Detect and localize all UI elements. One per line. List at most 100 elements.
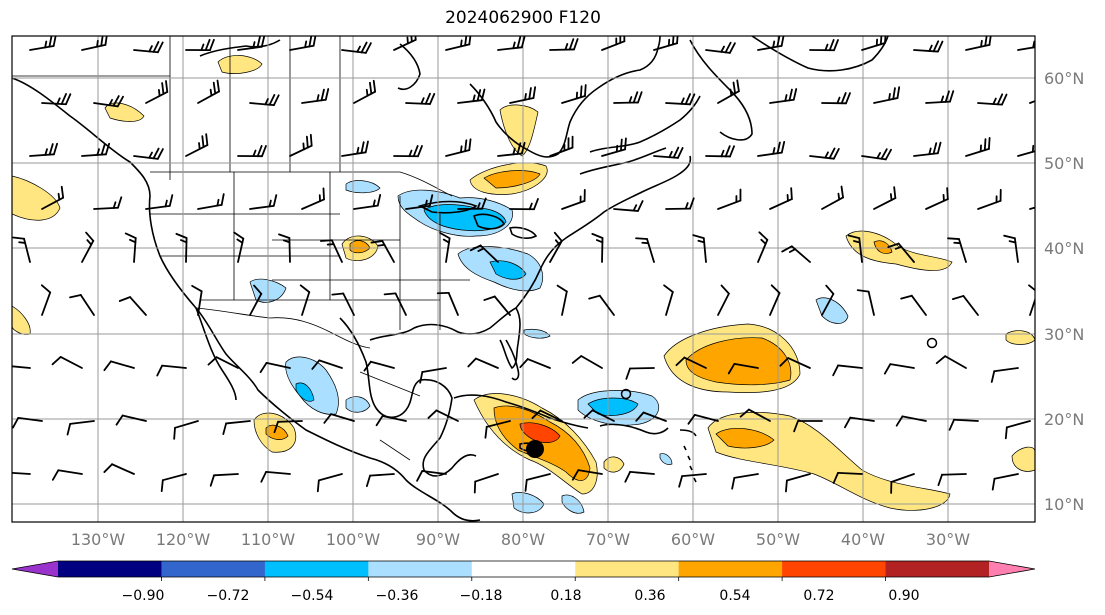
wind-barb xyxy=(29,36,57,51)
wind-barb xyxy=(393,145,423,158)
storm-center-marker xyxy=(526,440,544,458)
wind-barb xyxy=(185,133,209,157)
wind-barb xyxy=(873,186,897,210)
wind-barb xyxy=(861,36,887,51)
colorbar-label: 0.72 xyxy=(803,588,834,604)
lon-label: 60°W xyxy=(671,530,715,549)
wind-barb xyxy=(175,232,188,263)
wind-barb xyxy=(416,470,447,482)
wind-barb xyxy=(160,473,187,493)
wind-barb xyxy=(832,364,863,377)
colorbar-label: 0.90 xyxy=(888,588,919,604)
lon-label: 120°W xyxy=(156,530,211,549)
wind-barb xyxy=(856,289,875,316)
negative-anomaly-area xyxy=(659,453,673,465)
lon-label: 90°W xyxy=(416,530,460,549)
lon-label: 30°W xyxy=(926,530,970,549)
wind-barb xyxy=(727,363,759,375)
wind-barb xyxy=(41,93,72,106)
wind-barb xyxy=(524,473,551,492)
wind-barb xyxy=(207,356,239,369)
wind-barb xyxy=(873,86,901,104)
wind-barb xyxy=(81,36,108,51)
wind-barb xyxy=(156,364,187,377)
wind-barb xyxy=(29,142,59,157)
wind-barb xyxy=(484,420,511,439)
colorbar-label: 0.36 xyxy=(634,588,665,604)
wind-barb xyxy=(233,231,245,263)
wind-barb xyxy=(821,284,835,316)
lat-label: 60°N xyxy=(1044,69,1084,88)
wind-barb xyxy=(821,185,844,210)
wind-barb xyxy=(436,291,459,316)
wind-barb xyxy=(103,463,135,475)
positive-anomaly-area xyxy=(217,55,263,74)
wind-barb xyxy=(1003,234,1019,263)
wind-barb xyxy=(237,145,267,158)
lat-label: 40°N xyxy=(1044,239,1084,258)
wind-barb xyxy=(625,367,655,380)
wind-barb xyxy=(341,41,372,54)
storm-markers xyxy=(526,337,938,458)
wind-barb xyxy=(692,234,707,263)
wind-barb xyxy=(717,188,742,210)
wind-barb xyxy=(509,86,537,104)
wind-barb xyxy=(445,138,472,157)
wind-barb xyxy=(947,237,967,263)
wind-barb xyxy=(913,40,944,53)
wind-barb xyxy=(341,140,369,157)
wind-barb xyxy=(890,473,915,494)
wind-barb xyxy=(663,284,674,316)
wind-barb xyxy=(887,242,915,263)
wind-barb xyxy=(601,137,627,157)
wind-barb xyxy=(900,294,927,316)
colorbar-segment xyxy=(885,561,990,577)
wind-barb xyxy=(316,473,343,493)
wind-barb xyxy=(687,413,719,425)
wind-barb xyxy=(571,355,603,369)
wind-barb xyxy=(457,197,487,210)
wind-barb xyxy=(457,88,486,104)
latitude-labels: 60°N 50°N 40°N 30°N 20°N 10°N xyxy=(1044,69,1084,514)
colorbar-segment xyxy=(58,561,162,577)
wind-barb xyxy=(731,473,759,490)
wind-barb xyxy=(757,141,786,157)
lon-label: 40°W xyxy=(841,530,885,549)
wind-barb xyxy=(365,473,395,488)
negative-anomaly-area xyxy=(815,297,849,324)
negative-anomaly-area xyxy=(295,382,315,402)
wind-barb xyxy=(467,357,499,369)
wind-barb xyxy=(405,194,434,210)
wind-barb xyxy=(705,145,735,158)
colorbar-extend-high xyxy=(989,561,1035,577)
lon-label: 110°W xyxy=(241,530,296,549)
wind-barb xyxy=(133,41,164,54)
wind-barb xyxy=(635,411,667,422)
positive-anomaly-area xyxy=(493,405,591,481)
wind-barb xyxy=(115,414,147,426)
wind-barb xyxy=(273,420,303,434)
wind-barb xyxy=(717,79,740,104)
wind-barb xyxy=(665,93,696,106)
wind-barb xyxy=(675,356,707,369)
wind-barb xyxy=(12,416,43,429)
wind-barb xyxy=(103,360,135,372)
wind-barb xyxy=(665,197,695,210)
wind-barb xyxy=(222,420,251,435)
positive-anomaly-area xyxy=(845,230,953,271)
wind-barb xyxy=(320,239,343,263)
wind-barb xyxy=(323,413,355,424)
wind-barb xyxy=(1029,206,1035,210)
wind-barb xyxy=(769,88,798,104)
wind-barb xyxy=(81,231,95,263)
wind-barb xyxy=(299,284,311,316)
wind-barb xyxy=(951,295,979,316)
colorbar-label: −0.54 xyxy=(291,588,334,604)
wind-barb xyxy=(757,36,785,51)
colorbar xyxy=(11,560,1036,581)
wind-barb xyxy=(81,142,111,157)
wind-barb xyxy=(405,92,436,105)
positive-anomaly-area xyxy=(519,422,561,443)
wind-barb xyxy=(51,356,83,369)
wind-barb xyxy=(613,200,644,212)
